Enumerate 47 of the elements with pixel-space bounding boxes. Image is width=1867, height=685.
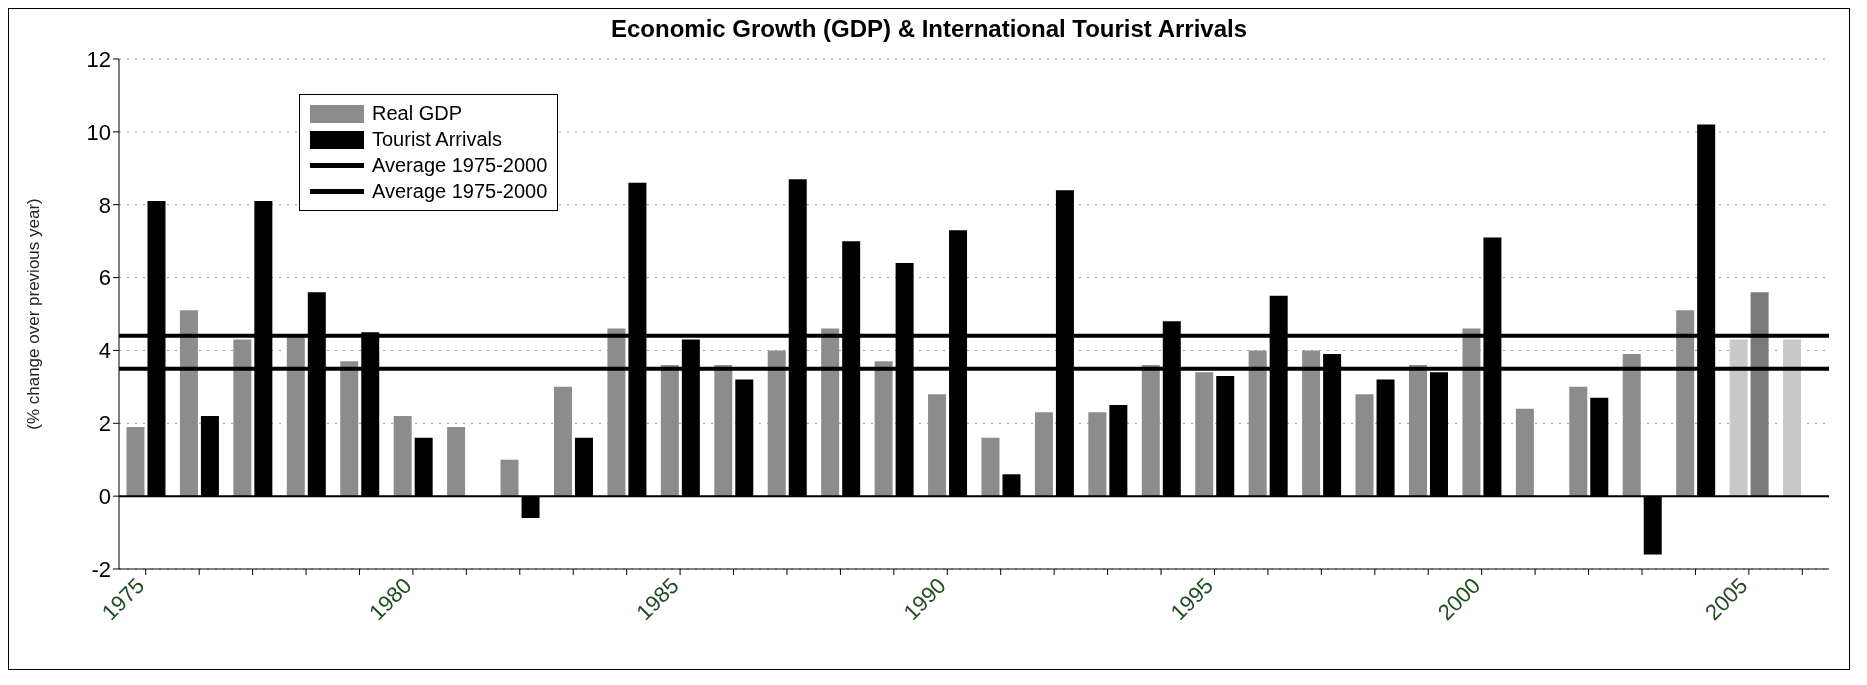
bar — [1355, 394, 1374, 497]
bar — [1569, 386, 1588, 497]
bar — [1088, 412, 1107, 497]
bar — [714, 365, 733, 497]
bar — [1622, 354, 1641, 497]
bar — [179, 310, 198, 497]
bar — [1248, 350, 1267, 497]
y-tick-label: 6 — [98, 265, 111, 291]
bar — [393, 416, 412, 497]
bar — [874, 361, 893, 497]
y-axis-title: (% change over previous year) — [24, 198, 44, 430]
bar — [1462, 328, 1481, 497]
y-tick-label: -2 — [91, 556, 111, 582]
bar — [340, 361, 359, 497]
chart-title: Economic Growth (GDP) & International Tourist Arrivals — [609, 15, 1249, 43]
bar — [1729, 339, 1748, 497]
bar — [1141, 365, 1160, 497]
bar — [286, 335, 305, 497]
y-tick-label: 10 — [86, 119, 111, 145]
bar — [447, 426, 466, 497]
legend-label: Real GDP — [371, 102, 464, 125]
y-tick-label: 12 — [86, 46, 111, 72]
bar — [126, 426, 145, 497]
bar — [607, 328, 626, 497]
y-tick-label: 2 — [98, 411, 111, 437]
bar — [981, 437, 1000, 497]
y-tick-label: 8 — [98, 192, 111, 218]
bar — [553, 386, 572, 497]
bar — [1750, 292, 1769, 497]
legend-label: Average 1975-2000 — [371, 154, 548, 177]
bar — [1034, 412, 1053, 497]
legend-label: Average 1975-2000 — [371, 180, 548, 203]
legend-label: Tourist Arrivals — [371, 128, 504, 151]
bar — [500, 459, 519, 497]
bar — [928, 394, 947, 497]
bar — [821, 328, 840, 497]
bar — [1195, 372, 1214, 497]
bar — [1676, 310, 1695, 497]
y-tick-label: 4 — [98, 338, 111, 364]
y-tick-label: 0 — [98, 483, 111, 509]
bar — [1515, 408, 1534, 497]
bar — [660, 365, 679, 497]
bar — [1783, 339, 1802, 497]
bar — [767, 350, 786, 497]
bar — [1302, 350, 1321, 497]
bar — [1408, 365, 1427, 497]
bar — [233, 339, 252, 497]
